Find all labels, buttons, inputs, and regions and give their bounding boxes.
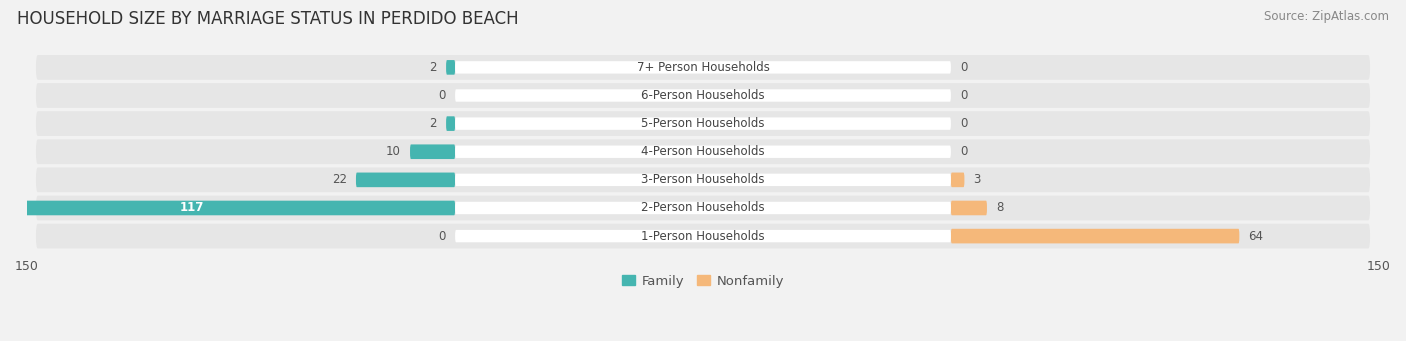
Text: 22: 22	[332, 173, 347, 186]
Text: 0: 0	[960, 61, 967, 74]
Text: 7+ Person Households: 7+ Person Households	[637, 61, 769, 74]
FancyBboxPatch shape	[950, 229, 1239, 243]
Text: Source: ZipAtlas.com: Source: ZipAtlas.com	[1264, 10, 1389, 23]
FancyBboxPatch shape	[456, 117, 950, 130]
Text: 3-Person Households: 3-Person Households	[641, 173, 765, 186]
FancyBboxPatch shape	[0, 201, 456, 215]
FancyBboxPatch shape	[356, 173, 456, 187]
FancyBboxPatch shape	[456, 146, 950, 158]
Text: 2: 2	[430, 61, 437, 74]
Text: 0: 0	[439, 229, 446, 242]
Text: 117: 117	[179, 202, 204, 214]
FancyBboxPatch shape	[456, 174, 950, 186]
Text: 5-Person Households: 5-Person Households	[641, 117, 765, 130]
Text: 0: 0	[960, 117, 967, 130]
Text: 3: 3	[973, 173, 981, 186]
FancyBboxPatch shape	[456, 230, 950, 242]
Text: 0: 0	[960, 89, 967, 102]
FancyBboxPatch shape	[37, 55, 1369, 80]
Text: 1-Person Households: 1-Person Households	[641, 229, 765, 242]
FancyBboxPatch shape	[37, 139, 1369, 164]
Text: 2: 2	[430, 117, 437, 130]
Text: 8: 8	[995, 202, 1004, 214]
Text: 0: 0	[960, 145, 967, 158]
FancyBboxPatch shape	[37, 167, 1369, 192]
FancyBboxPatch shape	[37, 196, 1369, 220]
Text: 2-Person Households: 2-Person Households	[641, 202, 765, 214]
FancyBboxPatch shape	[456, 61, 950, 74]
FancyBboxPatch shape	[37, 83, 1369, 108]
Text: 10: 10	[387, 145, 401, 158]
FancyBboxPatch shape	[950, 201, 987, 215]
Text: 4-Person Households: 4-Person Households	[641, 145, 765, 158]
FancyBboxPatch shape	[411, 145, 456, 159]
FancyBboxPatch shape	[37, 224, 1369, 249]
FancyBboxPatch shape	[950, 173, 965, 187]
FancyBboxPatch shape	[456, 89, 950, 102]
FancyBboxPatch shape	[456, 202, 950, 214]
FancyBboxPatch shape	[446, 116, 456, 131]
Text: 6-Person Households: 6-Person Households	[641, 89, 765, 102]
Text: HOUSEHOLD SIZE BY MARRIAGE STATUS IN PERDIDO BEACH: HOUSEHOLD SIZE BY MARRIAGE STATUS IN PER…	[17, 10, 519, 28]
Text: 64: 64	[1249, 229, 1264, 242]
FancyBboxPatch shape	[446, 60, 456, 75]
Text: 0: 0	[439, 89, 446, 102]
Legend: Family, Nonfamily: Family, Nonfamily	[616, 269, 790, 293]
FancyBboxPatch shape	[37, 111, 1369, 136]
